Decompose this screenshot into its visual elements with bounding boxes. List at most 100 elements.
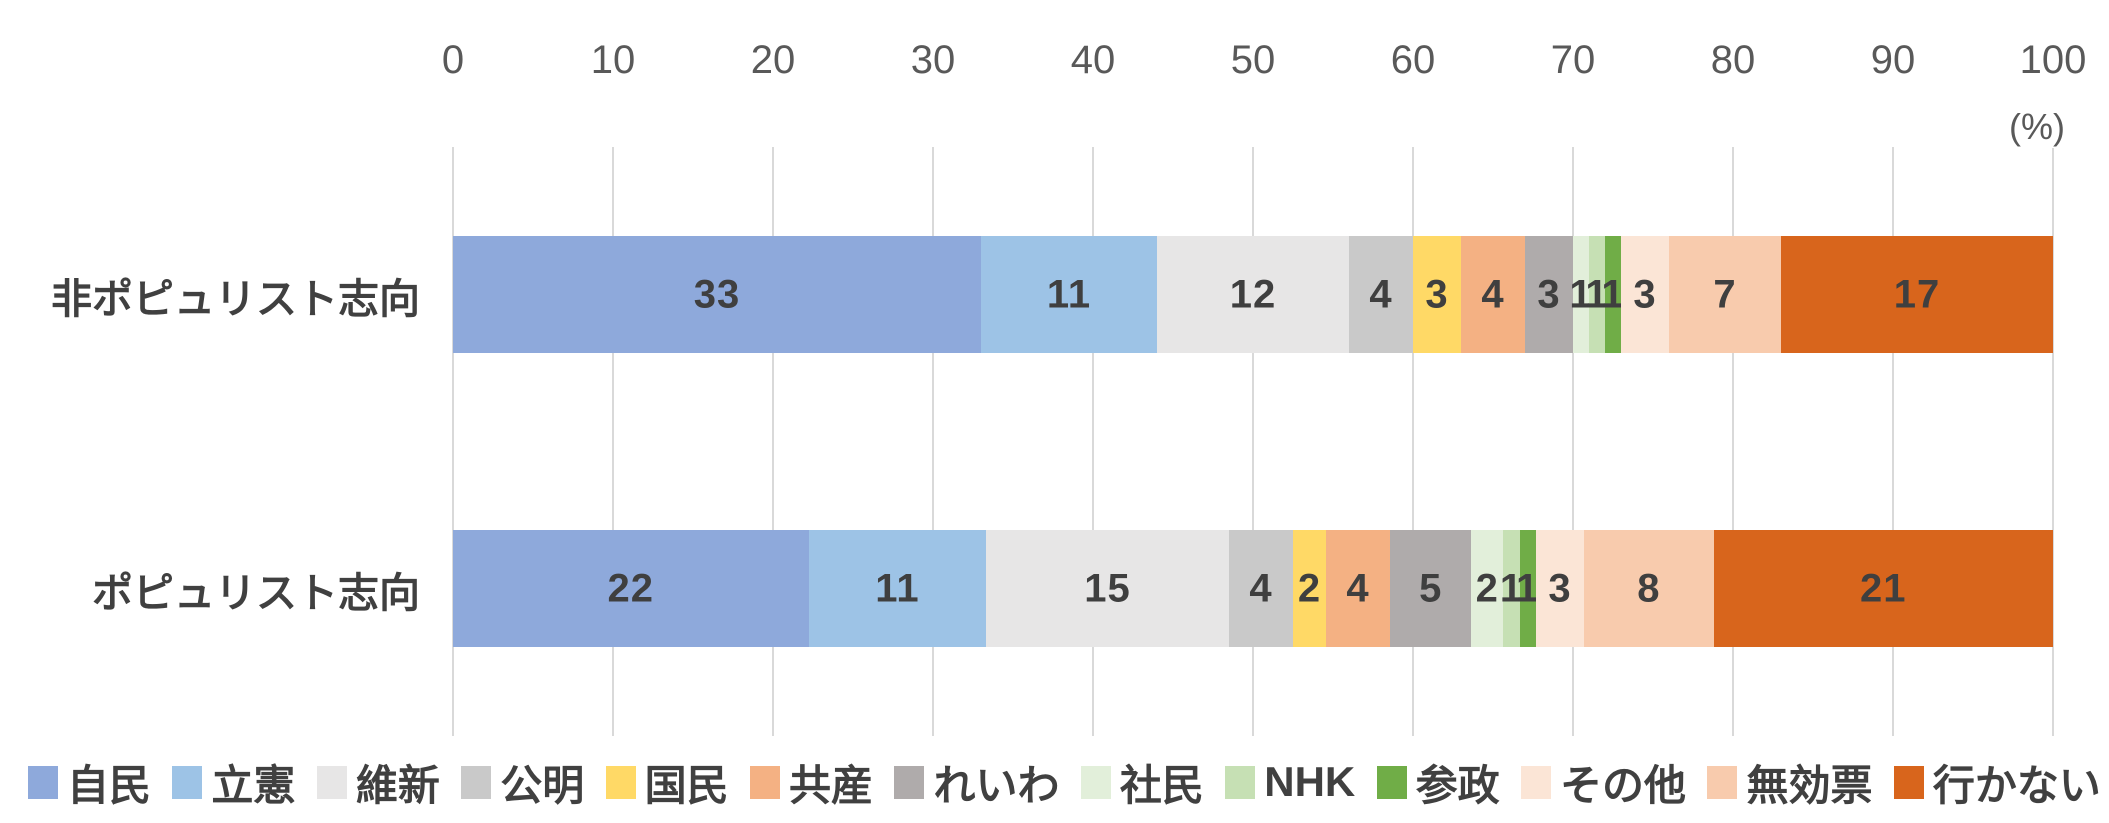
bar-segment: 2 — [1293, 530, 1326, 647]
bar-segment: 4 — [1349, 236, 1413, 353]
gridline — [932, 147, 934, 736]
legend-label: 自民 — [67, 761, 152, 809]
legend: 自民 立憲 維新 公明 国民 共産 れいわ 社民 NHK 参政 その他 無効票 行かない — [28, 750, 2101, 814]
bar-segment: 1 — [1601, 236, 1624, 353]
legend-label: 参政 — [1415, 761, 1500, 809]
x-axis-tick-label: 20 — [750, 38, 796, 82]
data-label: 17 — [1893, 272, 1941, 316]
gridline — [1412, 147, 1414, 736]
legend-swatch — [1376, 765, 1407, 799]
legend-item: 共産 — [750, 752, 873, 813]
gridline — [1092, 147, 1094, 736]
bar-segment: 3 — [1535, 530, 1585, 647]
legend-item: れいわ — [894, 752, 1059, 813]
legend-swatch — [172, 765, 203, 799]
data-label: 3 — [1537, 272, 1561, 316]
legend-swatch — [1707, 765, 1738, 799]
data-label: 3 — [1633, 272, 1657, 316]
legend-item: 国民 — [605, 752, 729, 813]
data-label: 1 — [1516, 566, 1540, 610]
data-label: 4 — [1346, 566, 1370, 610]
data-label: 15 — [1084, 566, 1131, 610]
legend-label: 社民 — [1119, 761, 1204, 809]
legend-swatch — [28, 765, 58, 799]
gridline — [1732, 147, 1734, 736]
stacked-bar: 22 11 15 4 2 4 5 2 1 1 3 8 21 — [453, 530, 2053, 647]
data-label: 12 — [1229, 272, 1277, 316]
data-label: 7 — [1713, 272, 1737, 316]
legend-swatch — [1521, 765, 1552, 799]
bar-segment: 12 — [1157, 236, 1349, 353]
data-label: 1 — [1499, 566, 1524, 610]
legend-label: れいわ — [933, 761, 1060, 809]
data-label: 1 — [1585, 272, 1609, 316]
x-axis-tick-label: 10 — [590, 38, 636, 82]
legend-item: 立憲 — [172, 752, 295, 813]
data-label: 8 — [1637, 566, 1661, 610]
legend-label: 共産 — [789, 761, 874, 809]
bar-segment: 1 — [1585, 236, 1608, 353]
legend-label: 維新 — [355, 761, 440, 809]
x-axis-tick-label: 80 — [1710, 38, 1756, 82]
x-axis-tick-label: 90 — [1870, 38, 1916, 82]
x-axis-tick-label: 40 — [1070, 38, 1116, 82]
x-axis-tick-label: 50 — [1230, 38, 1276, 82]
data-label: 21 — [1859, 566, 1907, 610]
gridline — [772, 147, 774, 736]
x-axis-tick-label: 100 — [2019, 38, 2087, 82]
bar-segment: 4 — [1325, 530, 1391, 647]
legend-item: 維新 — [316, 752, 440, 813]
category-label: ポピュリスト志向 — [92, 569, 420, 616]
data-label: 11 — [1046, 272, 1092, 316]
legend-swatch — [461, 765, 492, 799]
bar-segment: 21 — [1713, 530, 2053, 647]
legend-label: NHK — [1264, 758, 1356, 805]
data-label: 2 — [1475, 566, 1499, 610]
bar-segment: 4 — [1228, 530, 1294, 647]
data-label: 11 — [875, 566, 920, 610]
data-label: 33 — [693, 272, 741, 316]
bar-segment: 22 — [453, 530, 809, 647]
bar-segment: 8 — [1584, 530, 1714, 647]
x-axis-tick-label: 30 — [910, 38, 956, 82]
bar-segment: 3 — [1525, 236, 1573, 353]
legend-item: 行かない — [1893, 752, 2101, 813]
data-label: 3 — [1425, 272, 1449, 316]
legend-swatch — [1225, 765, 1256, 799]
data-label: 1 — [1569, 272, 1593, 316]
legend-swatch — [1080, 765, 1111, 799]
legend-item: 無効票 — [1707, 752, 1872, 813]
bar-segment: 4 — [1461, 236, 1525, 353]
bar-segment: 1 — [1516, 530, 1538, 647]
legend-item: 自民 — [28, 752, 151, 813]
legend-swatch — [316, 765, 347, 799]
bar-segment: 3 — [1621, 236, 1669, 353]
axis-unit-label: (%) — [2003, 106, 2065, 148]
bar-segment: 15 — [986, 530, 1229, 647]
gridline — [1572, 147, 1574, 736]
bar-segment: 2 — [1471, 530, 1504, 647]
gridline — [612, 147, 614, 736]
bar-segment: 17 — [1781, 236, 2053, 353]
legend-item: 参政 — [1376, 752, 1500, 813]
bar-segment: 3 — [1413, 236, 1461, 353]
legend-swatch — [1893, 765, 1924, 799]
bar-segment: 7 — [1669, 236, 1781, 353]
x-axis-tick-label: 60 — [1390, 38, 1436, 82]
gridline — [1892, 147, 1894, 736]
legend-label: 公明 — [500, 761, 585, 809]
legend-swatch — [750, 765, 781, 799]
bar-segment: 11 — [981, 236, 1157, 353]
legend-item: その他 — [1521, 752, 1686, 813]
legend-swatch — [605, 765, 636, 799]
legend-label: その他 — [1560, 761, 1687, 809]
data-label: 5 — [1419, 566, 1443, 610]
data-label: 3 — [1548, 566, 1572, 610]
legend-label: 立憲 — [211, 761, 296, 809]
data-label: 1 — [1601, 272, 1625, 316]
x-axis-tick-label: 70 — [1550, 38, 1596, 82]
legend-item: 公明 — [461, 752, 584, 813]
bar-segment: 11 — [808, 530, 987, 647]
data-label: 4 — [1369, 272, 1393, 316]
